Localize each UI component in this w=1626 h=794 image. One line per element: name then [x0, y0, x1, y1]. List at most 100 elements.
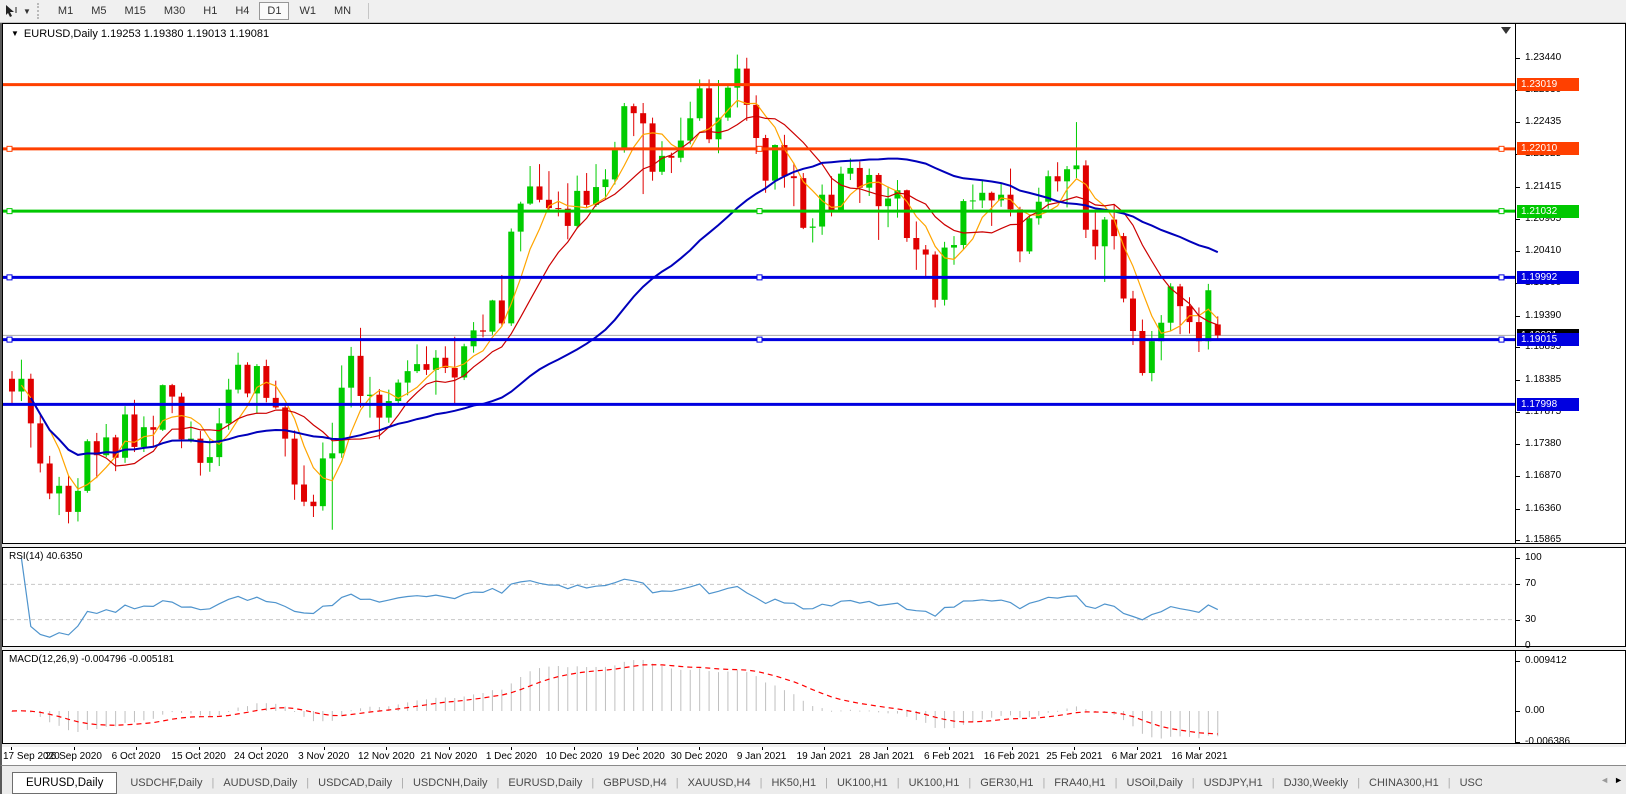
dropdown-caret-icon[interactable]: ▼ — [23, 6, 31, 16]
price-tick — [1516, 476, 1520, 478]
chart-title: ▼ EURUSD,Daily 1.19253 1.19380 1.19013 1.… — [11, 28, 269, 40]
timeframe-button-h1[interactable]: H1 — [203, 5, 218, 17]
tab-scroll-right-icon[interactable]: ► — [1614, 775, 1623, 785]
timeframe-button-w1[interactable]: W1 — [299, 5, 316, 17]
date-tick — [636, 747, 638, 750]
chart-tab-eurusd-daily[interactable]: EURUSD,Daily — [12, 771, 118, 794]
hline-handle[interactable] — [756, 208, 763, 215]
price-tick-label: 1.15865 — [1525, 534, 1562, 546]
macd-label: MACD(12,26,9) -0.004796 -0.005181 — [9, 654, 175, 665]
price-tick — [1516, 347, 1520, 349]
hline-handle[interactable] — [756, 336, 763, 343]
chart-tab-usoil-daily[interactable]: USOil,Daily — [1126, 776, 1183, 789]
price-tick-label: 1.20905 — [1525, 213, 1562, 225]
toolbar-grip-handle[interactable] — [36, 3, 43, 19]
macd-tick-label: -0.006386 — [1525, 736, 1571, 747]
ma-slow-line — [29, 157, 1219, 456]
chart-tab-uk100-h1[interactable]: UK100,H1 — [908, 776, 960, 789]
hline-handle[interactable] — [1498, 336, 1505, 343]
macd-tick — [1516, 711, 1520, 712]
timeframe-button-d1[interactable]: D1 — [259, 2, 290, 20]
tab-separator: | — [1042, 776, 1046, 789]
rsi-plot[interactable] — [3, 548, 1515, 646]
date-label: 1 Dec 2020 — [485, 751, 537, 762]
chart-tab-eurusd-daily[interactable]: EURUSD,Daily — [508, 776, 583, 789]
ma-mid-line — [30, 115, 1219, 467]
date-label: 19 Jan 2021 — [796, 751, 852, 762]
date-tick — [761, 747, 763, 750]
timeframe-button-m30[interactable]: M30 — [163, 5, 186, 17]
chart-tab-audusd-daily[interactable]: AUDUSD,Daily — [223, 776, 298, 789]
date-tick — [386, 747, 388, 750]
timeframe-button-mn[interactable]: MN — [333, 5, 352, 17]
date-tick — [261, 747, 263, 750]
hline-price-badge: 1.22010 — [1517, 142, 1579, 156]
date-tick — [886, 747, 888, 750]
hline-handle[interactable] — [6, 208, 13, 215]
hline-handle[interactable] — [1498, 145, 1505, 152]
chart-tab-xauusd-h4[interactable]: XAUUSD,H4 — [687, 776, 751, 789]
date-tick — [511, 747, 513, 750]
date-tick — [699, 747, 701, 750]
quote-panel-toggle-icon[interactable]: ▼ — [11, 29, 19, 38]
date-label: 28 Jan 2021 — [859, 751, 915, 762]
price-tick-label: 1.23440 — [1525, 51, 1562, 63]
date-label: 24 Oct 2020 — [233, 751, 289, 762]
tab-separator: | — [1271, 776, 1275, 789]
tab-separator: | — [1447, 776, 1451, 789]
chart-tab-gbpusd-h4[interactable]: GBPUSD,H4 — [603, 776, 667, 789]
price-tick-label: 1.22435 — [1525, 115, 1562, 127]
price-tick-label: 1.18385 — [1525, 373, 1562, 385]
hline-handle[interactable] — [6, 274, 13, 281]
timeframe-button-m1[interactable]: M1 — [57, 5, 74, 17]
price-tick — [1516, 121, 1520, 123]
price-tick-label: 1.18895 — [1525, 341, 1562, 353]
tab-separator: | — [1191, 776, 1195, 789]
rsi-tick — [1516, 584, 1520, 586]
chart-tab-china300-h1[interactable]: CHINA300,H1 — [1369, 776, 1439, 789]
date-label: 16 Mar 2021 — [1171, 751, 1228, 762]
tab-separator: | — [759, 776, 763, 789]
hline-price-badge: 1.17998 — [1517, 397, 1579, 411]
tab-separator: | — [1114, 776, 1118, 789]
chart-tab-hk50-h1[interactable]: HK50,H1 — [771, 776, 817, 789]
hline-handle[interactable] — [1498, 208, 1505, 215]
chart-tab-ger30-h1[interactable]: GER30,H1 — [980, 776, 1034, 789]
tab-separator: | — [675, 776, 679, 789]
hline-handle[interactable] — [756, 145, 763, 152]
macd-axis: 0.009412 0.00 -0.006386 — [1515, 651, 1625, 747]
price-chart-plot[interactable] — [3, 24, 1515, 543]
hline-handle[interactable] — [6, 145, 13, 152]
tab-separator: | — [496, 776, 500, 789]
price-tick — [1516, 250, 1520, 252]
chart-tab-usdcnh-daily[interactable]: USDCNH,Daily — [412, 776, 488, 789]
date-label: 19 Dec 2020 — [608, 751, 665, 762]
hline-handle[interactable] — [1498, 274, 1505, 281]
chart-tab-dj30-weekly[interactable]: DJ30,Weekly — [1283, 776, 1349, 789]
price-tick-label: 1.16870 — [1525, 470, 1562, 482]
macd-plot[interactable] — [3, 651, 1515, 743]
tab-separator: | — [896, 776, 900, 789]
chart-tab-usdchf-daily[interactable]: USDCHF,Daily — [130, 776, 203, 789]
timeframe-button-m15[interactable]: M15 — [124, 5, 146, 17]
rsi-axis: 100 70 30 0 — [1515, 548, 1625, 651]
chart-tab-uso[interactable]: USO — [1459, 776, 1482, 789]
price-tick-label: 1.17380 — [1525, 437, 1562, 449]
price-tick — [1516, 443, 1520, 445]
chart-tab-fra40-h1[interactable]: FRA40,H1 — [1054, 776, 1106, 789]
chart-shift-marker-icon[interactable] — [1501, 27, 1511, 34]
chart-tab-usdcad-daily[interactable]: USDCAD,Daily — [318, 776, 393, 789]
timeframe-button-m5[interactable]: M5 — [91, 5, 107, 17]
timeframe-button-h4[interactable]: H4 — [235, 5, 250, 17]
tab-scroll-left-icon[interactable]: ◄ — [1600, 775, 1610, 785]
hline-price-badge: 1.19992 — [1517, 270, 1579, 284]
hline-handle[interactable] — [6, 336, 13, 343]
hline-handle[interactable] — [756, 274, 763, 281]
date-label: 25 Feb 2021 — [1046, 751, 1103, 762]
chart-tool-icon[interactable] — [2, 3, 22, 19]
chart-tab-uk100-h1[interactable]: UK100,H1 — [836, 776, 888, 789]
time-axis[interactable]: 17 Sep 2020 26 Sep 2020 6 Oct 2020 15 Oct 2… — [2, 747, 1626, 765]
price-tick-label: 1.17875 — [1525, 406, 1562, 418]
chart-tab-usdjpy-h1[interactable]: USDJPY,H1 — [1203, 776, 1263, 789]
date-label: 15 Oct 2020 — [171, 751, 226, 762]
